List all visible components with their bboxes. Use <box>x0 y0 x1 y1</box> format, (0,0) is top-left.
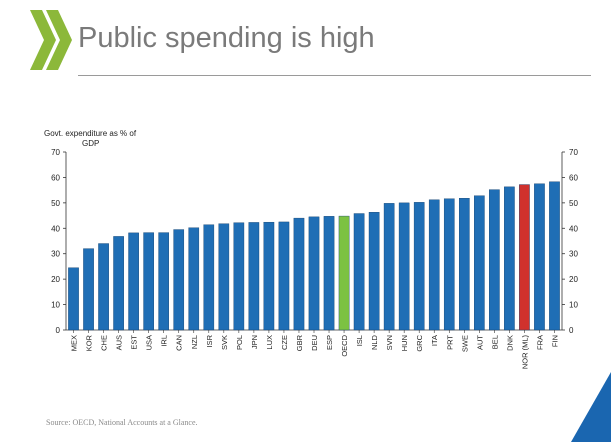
slide-title: Public spending is high <box>78 22 375 54</box>
source-note: Source: OECD, National Accounts at a Gla… <box>46 418 198 427</box>
y-axis-label-line2: GDP <box>82 139 99 148</box>
y-tick-label-left: 20 <box>51 275 60 284</box>
corner-decoration <box>571 372 611 442</box>
bar-fra <box>534 183 545 331</box>
logo-chevron-back <box>30 10 56 70</box>
y-tick-label-left: 60 <box>51 173 60 182</box>
y-tick-label-left: 50 <box>51 199 60 208</box>
bar-lux <box>263 221 275 331</box>
bar-isr <box>203 224 215 331</box>
bar-esp <box>323 216 335 331</box>
y-tick-label-left: 40 <box>51 224 60 233</box>
y-tick-label-right: 60 <box>569 173 578 182</box>
x-tick-label: AUT <box>475 335 484 350</box>
x-tick-label: AUS <box>115 335 124 350</box>
bar-fin <box>549 181 560 331</box>
title-divider <box>78 75 591 76</box>
bar-kor <box>83 248 94 331</box>
x-tick-label: NLD <box>370 334 379 350</box>
x-tick-label: BEL <box>490 335 499 349</box>
x-tick-label: USA <box>145 335 154 350</box>
y-axis-label-line1: Govt. expenditure as % of <box>44 129 137 138</box>
x-tick-label: FIN <box>550 335 559 347</box>
x-tick-label: NOR (ML) <box>520 335 529 370</box>
bar-bel <box>489 189 500 331</box>
bar-swe <box>458 198 470 331</box>
bar-oecd <box>338 215 350 331</box>
x-tick-label: EST <box>130 335 139 350</box>
x-tick-label: POL <box>235 335 244 350</box>
x-tick-label: CAN <box>175 335 184 351</box>
x-tick-label: PRT <box>445 335 454 350</box>
x-tick-label: MEX <box>70 335 79 351</box>
x-tick-label: IRL <box>160 335 169 347</box>
y-tick-label-right: 70 <box>569 148 578 157</box>
y-tick-label-right: 20 <box>569 275 578 284</box>
bar-isl <box>353 213 365 331</box>
x-tick-label: FRA <box>535 335 544 350</box>
x-tick-label: HUN <box>400 335 409 351</box>
bar-nor-ml- <box>519 184 530 331</box>
x-tick-label: JPN <box>250 335 259 349</box>
y-tick-label-right: 30 <box>569 250 578 259</box>
x-tick-label: DEU <box>310 335 319 351</box>
x-tick-label: ITA <box>430 335 439 346</box>
bar-pol <box>233 222 245 331</box>
bar-nld <box>368 212 380 331</box>
bar-aut <box>474 195 485 331</box>
oecd-logo <box>30 10 72 70</box>
y-tick-label-right: 50 <box>569 199 578 208</box>
x-tick-label: ISR <box>205 334 214 347</box>
x-tick-label: LUX <box>265 335 274 350</box>
bar-prt <box>443 198 455 331</box>
x-tick-label: CZE <box>280 335 289 350</box>
x-tick-label: OECD <box>340 334 349 356</box>
bar-usa <box>143 232 154 331</box>
y-tick-label-left: 0 <box>56 326 61 335</box>
bar-svk <box>218 223 230 331</box>
bar-hun <box>398 202 410 331</box>
bar-mex <box>68 267 79 331</box>
bar-dnk <box>504 186 515 331</box>
bar-aus <box>113 236 124 331</box>
bar-jpn <box>248 222 260 331</box>
bar-ita <box>428 199 440 331</box>
y-tick-label-left: 10 <box>51 301 60 310</box>
x-tick-label: SWE <box>460 335 469 352</box>
x-tick-label: SVK <box>220 335 229 350</box>
x-tick-label: GBR <box>295 334 304 351</box>
x-tick-label: ISL <box>355 335 364 346</box>
bar-deu <box>308 216 320 331</box>
bar-che <box>98 243 109 331</box>
x-tick-label: ESP <box>325 335 334 350</box>
bar-can <box>173 229 185 331</box>
y-tick-label-right: 0 <box>569 326 574 335</box>
bar-svn <box>383 203 395 331</box>
y-tick-label-left: 70 <box>51 148 60 157</box>
bar-cze <box>278 221 290 331</box>
x-tick-label: GRC <box>415 334 424 351</box>
logo-chevron-front <box>46 10 72 70</box>
x-tick-label: KOR <box>85 334 94 351</box>
y-tick-label-right: 10 <box>569 301 578 310</box>
y-tick-label-right: 40 <box>569 224 578 233</box>
bar-est <box>128 232 139 331</box>
bar-irl <box>158 232 170 331</box>
x-tick-label: DNK <box>505 335 514 351</box>
bar-grc <box>413 202 425 331</box>
bar-gbr <box>293 217 305 331</box>
y-tick-label-left: 30 <box>51 250 60 259</box>
x-tick-label: CHE <box>100 335 109 351</box>
x-tick-label: SVN <box>385 335 394 350</box>
bar-nzl <box>188 227 200 331</box>
x-tick-label: NZL <box>190 335 199 349</box>
